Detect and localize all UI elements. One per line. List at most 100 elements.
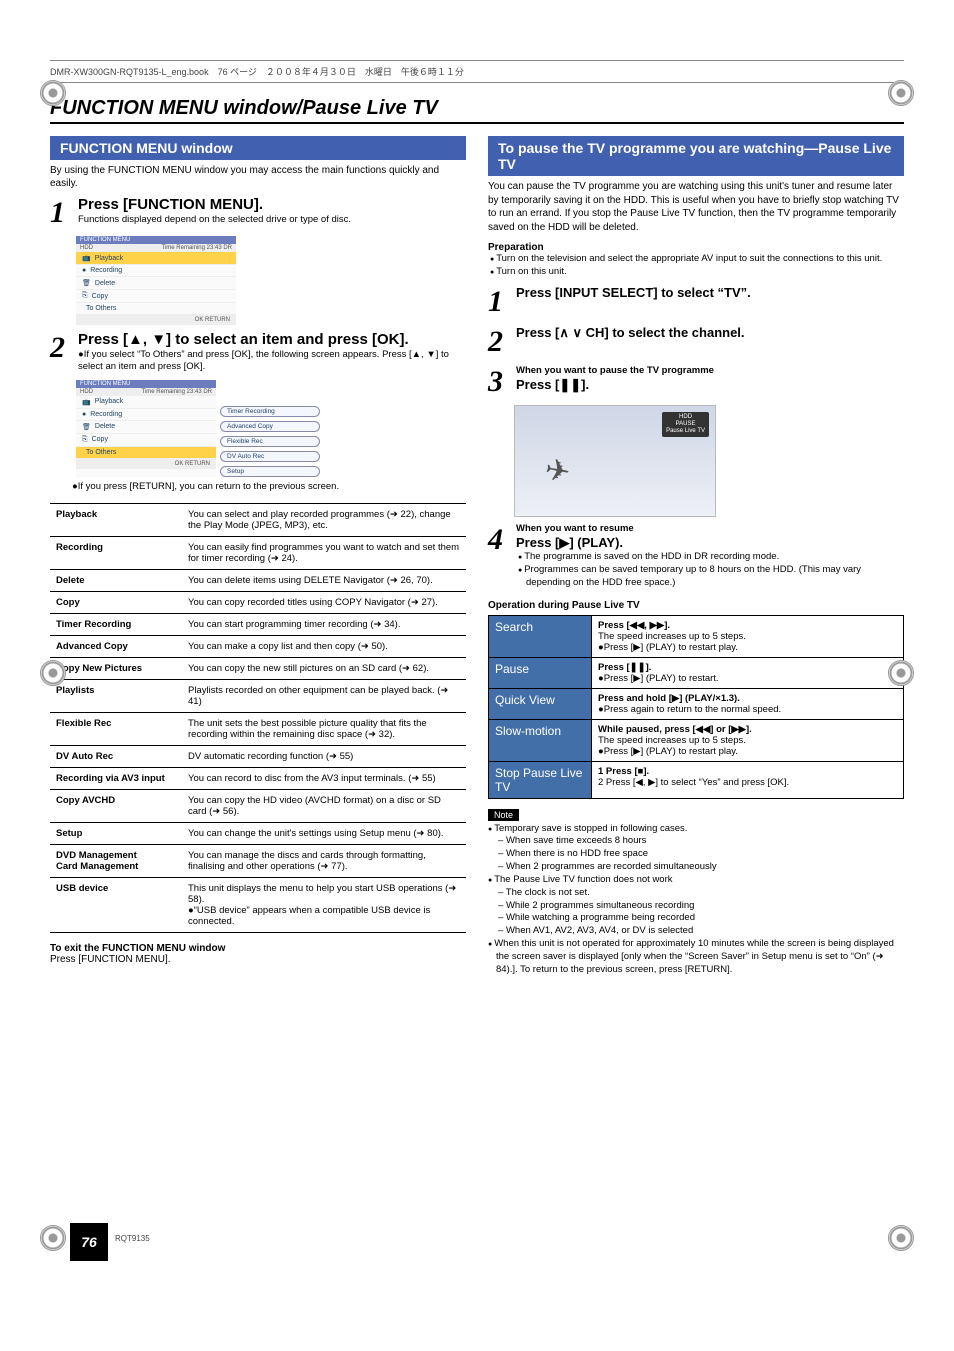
op-key: Search [489,615,592,657]
func-desc: You can copy the new still pictures on a… [182,658,466,680]
func-desc: You can select and play recorded program… [182,504,466,537]
intro-left: By using the FUNCTION MENU window you ma… [50,164,466,190]
menu-title: FUNCTION MENU [76,236,236,244]
step-2-note1: ●If you select “To Others” and press [OK… [78,349,466,374]
func-desc: DV automatic recording function (➜ 55) [182,746,466,768]
airplane-icon: ✈ [542,452,573,491]
func-key: Advanced Copy [50,636,182,658]
r-step-1: 1 Press [INPUT SELECT] to select “TV”. [488,285,904,319]
exit-block: To exit the FUNCTION MENU window Press [… [50,943,466,965]
step-number: 3 [488,365,516,399]
func-desc: You can make a copy list and then copy (… [182,636,466,658]
note-block: Note Temporary save is stopped in follow… [488,799,904,977]
step-number: 4 [488,523,516,557]
note-line: When this unit is not operated for appro… [488,938,904,976]
note-line: When there is no HDD free space [488,848,904,861]
sub-pill: Setup [220,466,320,477]
operation-table: SearchPress [◀◀, ▶▶].The speed increases… [488,615,904,799]
op-desc: While paused, press [◀◀] or [▶▶].The spe… [592,719,904,761]
note-line: When save time exceeds 8 hours [488,835,904,848]
page-number: 76 [70,1223,108,1261]
menu-item: ●Recording [76,409,216,421]
func-key: Timer Recording [50,614,182,636]
func-key: Copy AVCHD [50,790,182,823]
func-key: Delete [50,570,182,592]
section-bar-pause-live-tv: To pause the TV programme you are watchi… [488,136,904,176]
step-2-note2: ●If you press [RETURN], you can return t… [72,481,466,493]
func-desc: You can start programming timer recordin… [182,614,466,636]
crop-mark [40,1225,66,1251]
op-desc: Press and hold [▶] (PLAY/×1.3).●Press ag… [592,688,904,719]
note-line: While 2 programmes simultaneous recordin… [488,900,904,913]
step-2: 2 Press [▲, ▼] to select an item and pre… [50,331,466,374]
r-step-3: 3 When you want to pause the TV programm… [488,365,904,399]
rqt-code: RQT9135 [115,1234,150,1243]
crop-mark [40,660,66,686]
menu-footer: OK RETURN [76,315,236,325]
tv-badge: HDDPAUSEPause Live TV [662,412,709,438]
func-desc: You can delete items using DELETE Naviga… [182,570,466,592]
sub-pill: Flexible Rec [220,436,320,447]
note-line: Temporary save is stopped in following c… [488,823,904,836]
preparation-heading: Preparation [488,242,904,253]
func-desc: You can copy recorded titles using COPY … [182,592,466,614]
func-key: Flexible Rec [50,713,182,746]
step-1: 1 Press [FUNCTION MENU]. Functions displ… [50,196,466,230]
func-desc: This unit displays the menu to help you … [182,878,466,933]
func-desc: The unit sets the best possible picture … [182,713,466,746]
op-desc: Press [◀◀, ▶▶].The speed increases up to… [592,615,904,657]
step-1-note: Functions displayed depend on the select… [78,214,466,226]
section-bar-function-menu: FUNCTION MENU window [50,136,466,160]
op-key: Quick View [489,688,592,719]
func-key: Playback [50,504,182,537]
step4-bullets: The programme is saved on the HDD in DR … [516,551,904,589]
note-line: The Pause Live TV function does not work [488,874,904,887]
step-number: 1 [50,196,78,230]
op-key: Slow-motion [489,719,592,761]
note-line: When AV1, AV2, AV3, AV4, or DV is select… [488,925,904,938]
r-step-4: 4 When you want to resume Press [▶] (PLA… [488,523,904,590]
func-key: Recording [50,537,182,570]
op-key: Pause [489,657,592,688]
func-desc: You can change the unit's settings using… [182,823,466,845]
left-column: FUNCTION MENU window By using the FUNCTI… [50,136,466,976]
menu-item: ⎘Copy [76,290,236,303]
crop-mark [888,80,914,106]
sub-pill: Timer Recording [220,406,320,417]
function-menu-mock-expanded: FUNCTION MENU HDD Time Remaining 23:43 D… [76,380,466,477]
menu-item: ●Recording [76,265,236,277]
sub-pill: Advanced Copy [220,421,320,432]
func-desc: You can record to disc from the AV3 inpu… [182,768,466,790]
func-key: Setup [50,823,182,845]
two-column-layout: FUNCTION MENU window By using the FUNCTI… [50,136,904,976]
menu-drive-row: HDD Time Remaining 23:43 DR [76,244,236,252]
func-key: USB device [50,878,182,933]
crop-mark [40,80,66,106]
func-key: Recording via AV3 input [50,768,182,790]
function-menu-mock: FUNCTION MENU HDD Time Remaining 23:43 D… [76,236,236,325]
menu-item: 📺Playback [76,396,216,409]
note-line: While watching a programme being recorde… [488,912,904,925]
r-step-2: 2 Press [∧ ∨ CH] to select the channel. [488,325,904,359]
op-key: Stop Pause Live TV [489,761,592,798]
func-key: DV Auto Rec [50,746,182,768]
pause-tv-illustration: HDDPAUSEPause Live TV ✈ [514,405,716,517]
menu-item: To Others [76,303,236,315]
menu-item: 🗑Delete [76,277,236,290]
func-key: Copy [50,592,182,614]
right-column: To pause the TV programme you are watchi… [488,136,904,976]
step-number: 1 [488,285,516,319]
func-desc: You can easily find programmes you want … [182,537,466,570]
step-2-heading: Press [▲, ▼] to select an item and press… [78,331,466,349]
func-key: DVD ManagementCard Management [50,845,182,878]
page-root: DMR-XW300GN-RQT9135-L_eng.book 76 ページ ２０… [0,0,954,1351]
func-key: Copy New Pictures [50,658,182,680]
sub-pill: DV Auto Rec [220,451,320,462]
note-label: Note [488,809,519,821]
func-key: Playlists [50,680,182,713]
function-table: PlaybackYou can select and play recorded… [50,503,466,933]
op-desc: Press [❚❚].●Press [▶] (PLAY) to restart. [592,657,904,688]
menu-item: To Others [76,447,216,459]
op-desc: 1 Press [■].2 Press [◀, ▶] to select “Ye… [592,761,904,798]
operation-heading: Operation during Pause Live TV [488,600,904,611]
